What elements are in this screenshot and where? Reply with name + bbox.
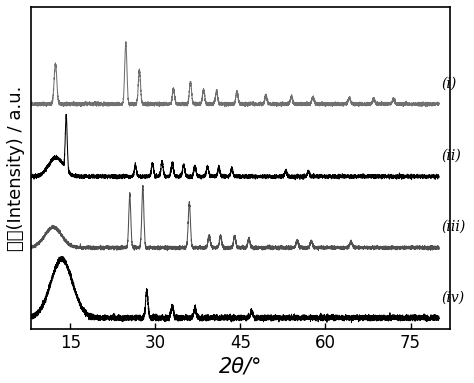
- X-axis label: 2θ/°: 2θ/°: [219, 356, 262, 376]
- Text: (i): (i): [442, 76, 457, 90]
- Text: (ii): (ii): [442, 149, 462, 163]
- Text: (iv): (iv): [442, 291, 465, 305]
- Y-axis label: 强度(Intensity) / a.u.: 强度(Intensity) / a.u.: [7, 85, 25, 251]
- Text: (iii): (iii): [442, 220, 466, 234]
